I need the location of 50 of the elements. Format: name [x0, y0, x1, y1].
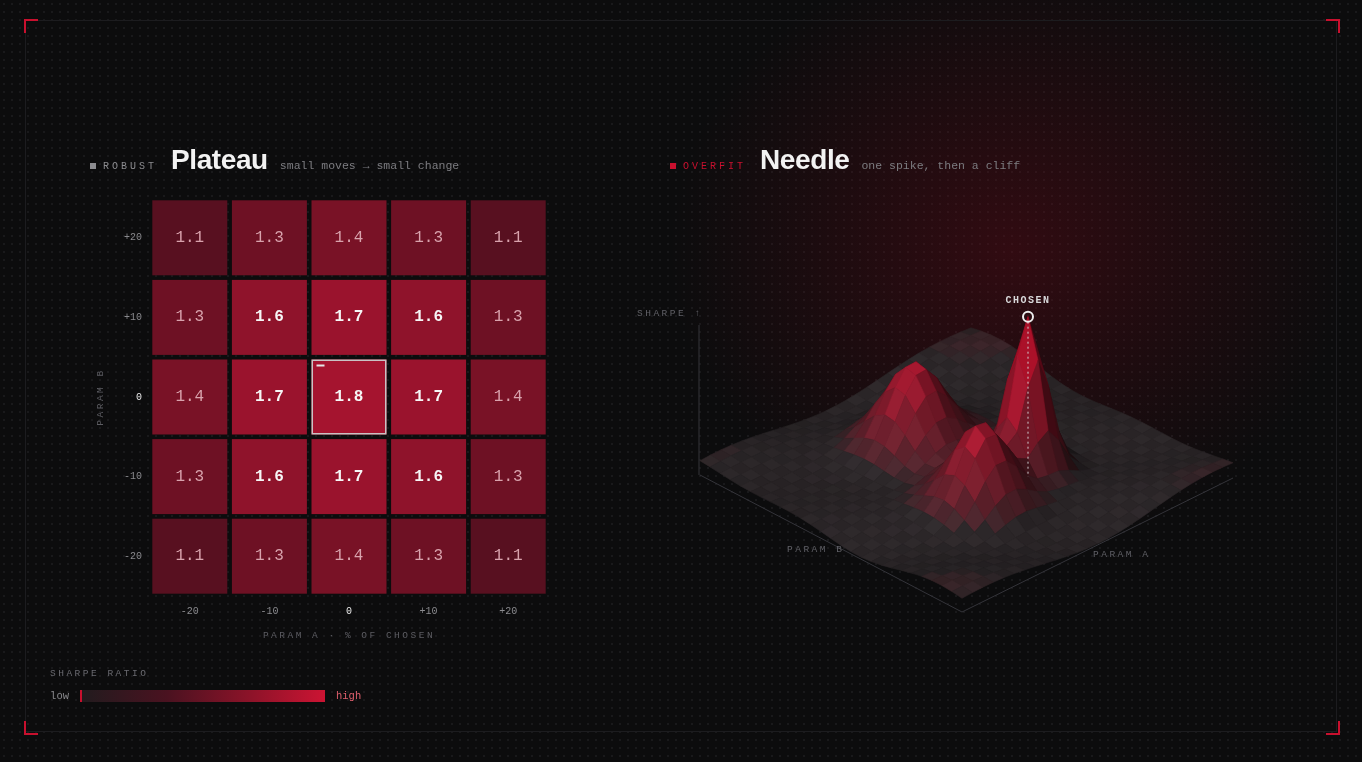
data-label: 1.4 — [175, 388, 205, 406]
y-tick-label: +20 — [123, 232, 142, 244]
data-label: 1.1 — [175, 228, 205, 247]
data-label: 1.7 — [334, 467, 364, 486]
y-tick-label: -10 — [123, 471, 142, 483]
text: ROBUST — [103, 161, 158, 172]
data-label: 1.3 — [414, 547, 444, 566]
data-label: 1.3 — [254, 547, 284, 566]
data-label: 1.3 — [175, 308, 205, 327]
text: low — [50, 690, 69, 702]
data-label: 1.6 — [414, 467, 444, 486]
text: OVERFIT — [683, 161, 747, 172]
data-label: 1.8 — [334, 388, 364, 406]
text: SHARPE ↑ — [637, 307, 703, 319]
x-tick-label: 0 — [345, 606, 353, 618]
text: high — [336, 690, 362, 702]
text: CHOSEN — [1005, 295, 1051, 307]
x-tick-label: -20 — [180, 606, 199, 618]
x-tick-label: +10 — [419, 606, 438, 618]
text: Needle — [760, 144, 850, 176]
x-tick-label: -10 — [260, 606, 279, 618]
data-label: 1.1 — [493, 547, 523, 566]
data-label: 1.3 — [414, 228, 444, 247]
chart-subtitle: small moves → small change — [279, 159, 460, 172]
data-label: 1.3 — [175, 467, 205, 486]
chart-title: Plateau — [171, 144, 268, 176]
data-label: 1.1 — [175, 547, 205, 566]
data-label: 1.6 — [254, 308, 284, 327]
data-label: 1.4 — [334, 547, 364, 566]
data-label: 1.7 — [334, 308, 364, 327]
data-label: 1.4 — [493, 388, 523, 406]
text: PARAM A — [1093, 548, 1151, 560]
data-label: 1.7 — [414, 388, 444, 406]
text: PARAM B — [787, 543, 845, 555]
text: one spike, then a cliff — [861, 159, 1021, 172]
y-tick-label: +10 — [123, 311, 142, 323]
y-tick-label: -20 — [123, 550, 142, 562]
x-tick-label: +20 — [499, 606, 518, 618]
data-label: 1.7 — [254, 388, 284, 406]
data-label: 1.1 — [493, 228, 523, 247]
data-label: 1.6 — [254, 467, 284, 486]
data-label: 1.4 — [334, 228, 364, 247]
data-label: 1.3 — [254, 228, 284, 247]
x-axis-title: PARAM A · % OF CHOSEN — [261, 630, 437, 641]
color-bar-title: SHARPE RATIO — [50, 668, 149, 679]
data-label: 1.3 — [493, 308, 523, 327]
y-axis-title: PARAM B — [94, 368, 106, 426]
data-label: 1.3 — [493, 467, 523, 486]
data-label: 1.6 — [414, 308, 444, 327]
y-tick-label: 0 — [135, 391, 142, 403]
